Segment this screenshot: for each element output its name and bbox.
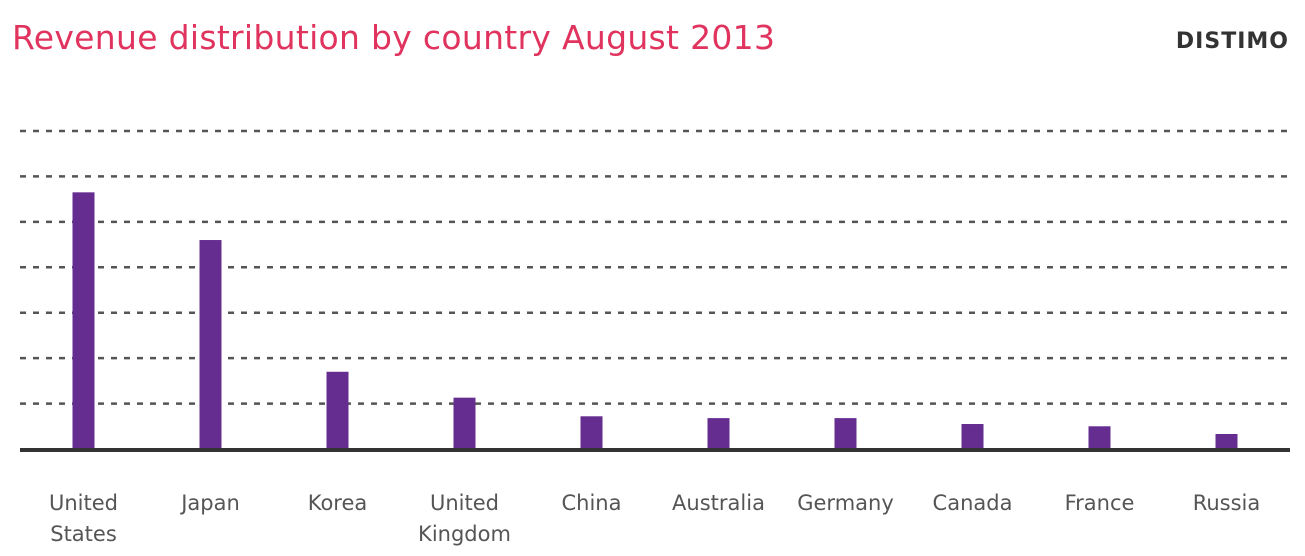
category-label: France [1065, 491, 1135, 515]
bar [961, 424, 984, 449]
category-label: Korea [308, 491, 368, 515]
bar [1215, 434, 1238, 449]
category-label: United States [49, 491, 118, 546]
category-label: Russia [1193, 491, 1261, 515]
brand-logo: DISTIMO [1175, 29, 1289, 54]
chart-title: Revenue distribution by country August 2… [12, 18, 776, 57]
category-labels: United States Japan Korea United Kingdom China… [49, 491, 1260, 546]
bar [707, 418, 730, 449]
category-label: United Kingdom [418, 491, 511, 546]
gridlines [20, 129, 1290, 405]
bar [1088, 426, 1111, 449]
bars [72, 192, 1238, 450]
bar [580, 416, 603, 449]
bar [834, 418, 857, 449]
bar [199, 240, 222, 449]
category-label: Canada [933, 491, 1013, 515]
category-label: Australia [672, 491, 765, 515]
category-label: Germany [797, 491, 894, 515]
bar [453, 397, 476, 449]
category-label: China [562, 491, 622, 515]
bar [326, 371, 349, 449]
category-label: Japan [179, 491, 240, 515]
bar [72, 192, 95, 450]
